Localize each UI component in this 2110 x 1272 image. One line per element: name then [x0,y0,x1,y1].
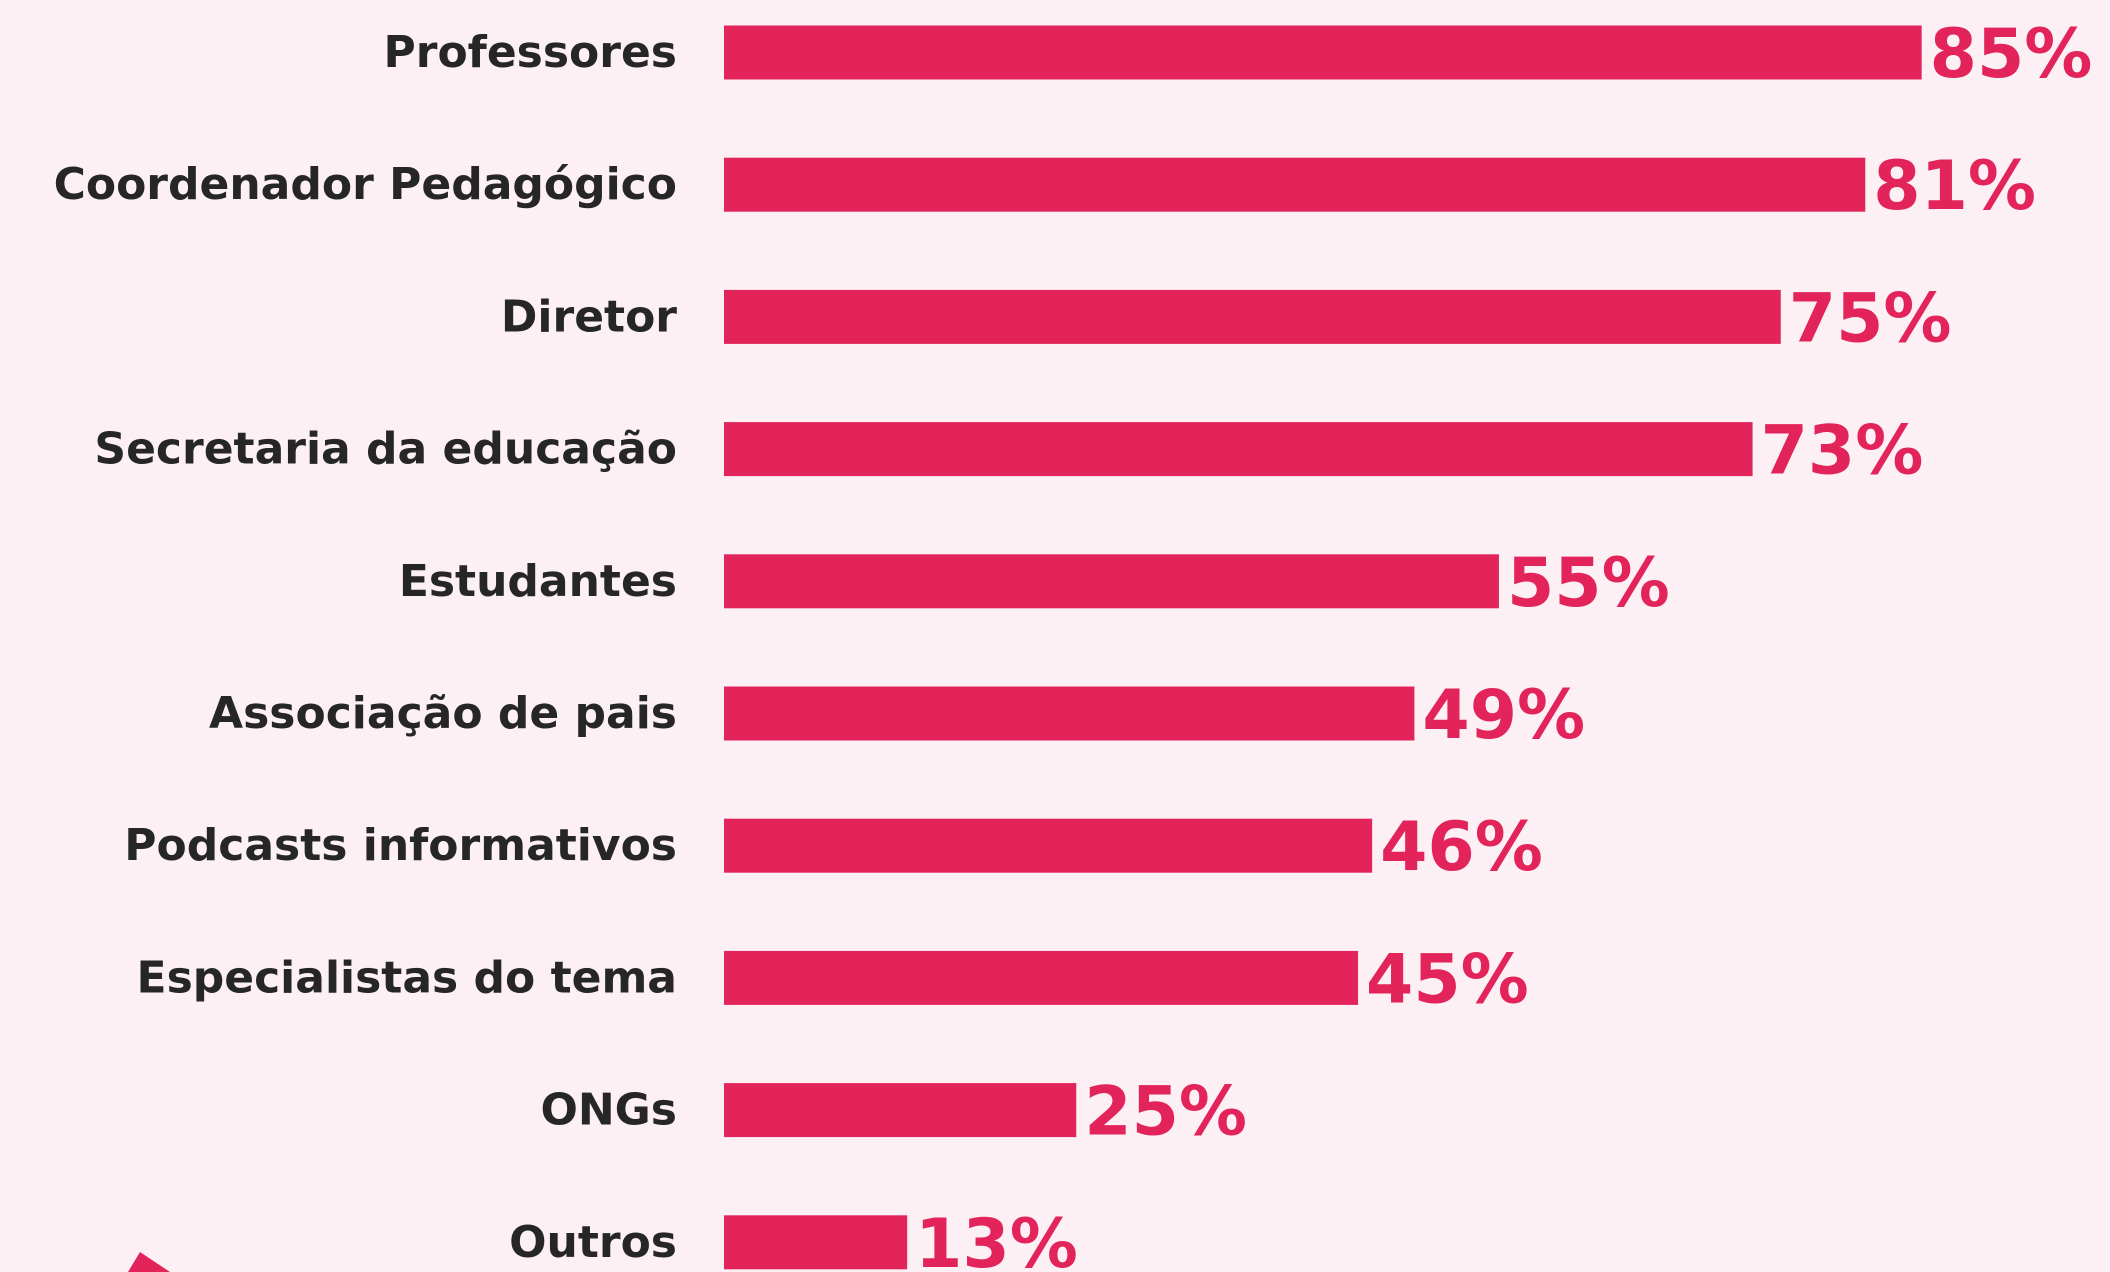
value-label: 81% [1873,147,2036,226]
bar [724,950,1359,1005]
category-label: Estudantes [399,556,677,607]
bar [724,1215,908,1270]
bar [724,554,1499,609]
bar [724,1083,1077,1138]
value-label: 25% [1084,1073,1247,1152]
bar [724,686,1415,741]
value-label: 75% [1789,279,1952,358]
bar [724,422,1753,477]
category-label: Professores [384,27,678,78]
bar [724,289,1781,344]
category-label: Coordenador Pedagógico [54,159,677,210]
value-label: 49% [1422,676,1585,755]
category-label: Associação de pais [209,688,677,739]
value-label: 46% [1380,808,1543,887]
category-label: Especialistas do tema [137,952,677,1003]
value-label: 73% [1761,412,1924,491]
decoration [128,1252,170,1272]
value-label: 45% [1366,940,1529,1019]
category-label: Podcasts informativos [124,820,677,871]
category-label: Outros [509,1217,677,1268]
bar [724,157,1866,212]
category-label: Diretor [501,291,677,342]
bar [724,818,1373,873]
value-label: 13% [915,1205,1078,1272]
value-label: 85% [1930,15,2093,94]
category-label: Secretaria da educação [94,424,677,475]
value-label: 55% [1507,544,1670,623]
category-label: ONGs [540,1085,677,1136]
bar [724,25,1922,80]
